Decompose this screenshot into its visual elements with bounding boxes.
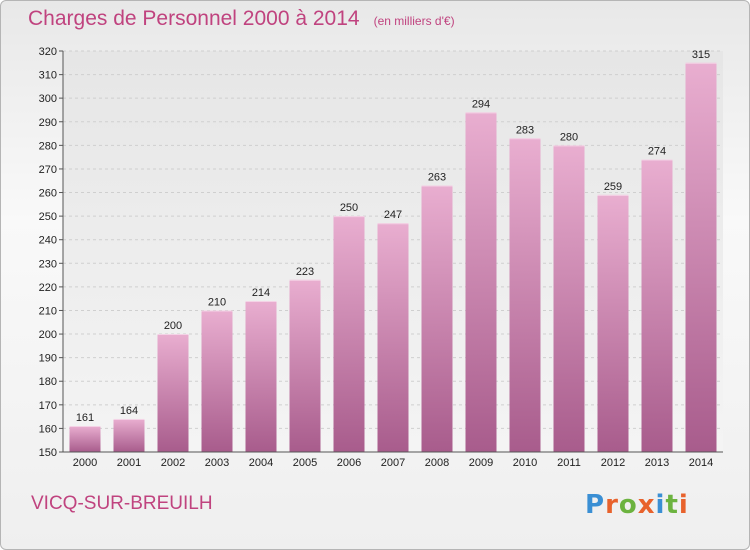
- x-tick-label: 2003: [205, 457, 229, 469]
- y-tick-label: 320: [39, 46, 57, 58]
- bar-2005[interactable]: [289, 279, 321, 452]
- logo-letter: r: [605, 490, 619, 520]
- bar-2009[interactable]: [465, 112, 497, 453]
- proxiti-logo[interactable]: Proxiti: [585, 490, 689, 520]
- data-label-2008: 263: [428, 171, 446, 183]
- data-label-2013: 274: [648, 146, 666, 158]
- y-tick-label: 230: [39, 258, 57, 270]
- logo-letter: i: [655, 490, 666, 520]
- x-tick-label: 2002: [161, 457, 185, 469]
- data-label-2009: 294: [472, 98, 490, 110]
- title-text: Charges de Personnel 2000 à 2014: [28, 7, 360, 30]
- data-label-2002: 200: [164, 320, 182, 332]
- y-tick-label: 290: [39, 117, 57, 129]
- x-tick-label: 2004: [249, 457, 273, 469]
- y-tick-label: 300: [39, 93, 57, 105]
- data-labels: 161 164 200 210 214 223 250 247 263 294 283 280 259 2…: [76, 49, 710, 424]
- bar-2001[interactable]: [113, 418, 145, 452]
- bar-2006[interactable]: [333, 216, 365, 452]
- y-tick-label: 260: [39, 188, 57, 200]
- logo-letter: i: [678, 490, 689, 520]
- logo-letter: x: [637, 490, 656, 520]
- chart-title: Charges de Personnel 2000 à 2014 (en mill…: [28, 7, 455, 31]
- bar-2003[interactable]: [201, 310, 233, 452]
- data-label-2012: 259: [604, 181, 622, 193]
- x-tick-label: 2012: [601, 457, 625, 469]
- y-tick-label: 240: [39, 235, 57, 247]
- bar-2000[interactable]: [69, 426, 101, 452]
- data-label-2014: 315: [692, 49, 710, 61]
- x-tick-label: 2000: [73, 457, 97, 469]
- x-tick-label: 2005: [293, 457, 317, 469]
- x-tick-label: 2013: [645, 457, 669, 469]
- data-label-2006: 250: [340, 202, 358, 214]
- bar-2007[interactable]: [377, 223, 409, 452]
- y-axis: 150 160 170 180 190 200 210 220 230 240 250 260 270 2…: [39, 46, 64, 459]
- x-tick-label: 2010: [513, 457, 537, 469]
- bars: [69, 62, 717, 453]
- y-tick-label: 170: [39, 400, 57, 412]
- y-tick-label: 180: [39, 376, 57, 388]
- data-label-2001: 164: [120, 405, 138, 417]
- y-tick-label: 210: [39, 305, 57, 317]
- data-label-2005: 223: [296, 266, 314, 278]
- data-label-2000: 161: [76, 412, 94, 424]
- data-label-2004: 214: [252, 287, 270, 299]
- data-label-2010: 283: [516, 124, 534, 136]
- bar-2012[interactable]: [597, 194, 629, 452]
- bar-2004[interactable]: [245, 301, 277, 452]
- logo-letter: P: [585, 490, 606, 520]
- y-tick-label: 270: [39, 164, 57, 176]
- y-tick-label: 310: [39, 70, 57, 82]
- x-tick-label: 2006: [337, 457, 361, 469]
- bar-2014[interactable]: [685, 62, 717, 452]
- x-tick-label: 2011: [557, 457, 581, 469]
- y-tick-label: 280: [39, 140, 57, 152]
- bar-2008[interactable]: [421, 185, 453, 452]
- x-tick-label: 2007: [381, 457, 405, 469]
- bar-2013[interactable]: [641, 159, 673, 452]
- data-label-2011: 280: [560, 131, 578, 143]
- y-tick-label: 250: [39, 211, 57, 223]
- bar-2010[interactable]: [509, 138, 541, 452]
- logo-letter: t: [665, 490, 679, 520]
- x-tick-label: 2008: [425, 457, 449, 469]
- x-tick-label: 2009: [469, 457, 493, 469]
- chart-subtitle: (en milliers d'€): [373, 14, 455, 28]
- y-tick-label: 200: [39, 329, 57, 341]
- y-tick-label: 220: [39, 282, 57, 294]
- commune-name: VICQ-SUR-BREUILH: [31, 493, 213, 514]
- x-tick-label: 2001: [117, 457, 141, 469]
- y-tick-label: 160: [39, 423, 57, 435]
- data-label-2003: 210: [208, 296, 226, 308]
- y-tick-label: 190: [39, 353, 57, 365]
- x-tick-label: 2014: [689, 457, 713, 469]
- x-axis: 2000 2001 2002 2003 2004 2005 2006 2007 2008 2009…: [63, 451, 723, 469]
- data-label-2007: 247: [384, 209, 402, 221]
- bar-2002[interactable]: [157, 334, 189, 452]
- logo-letter: o: [618, 490, 638, 520]
- y-tick-label: 150: [39, 447, 57, 459]
- bar-2011[interactable]: [553, 145, 585, 452]
